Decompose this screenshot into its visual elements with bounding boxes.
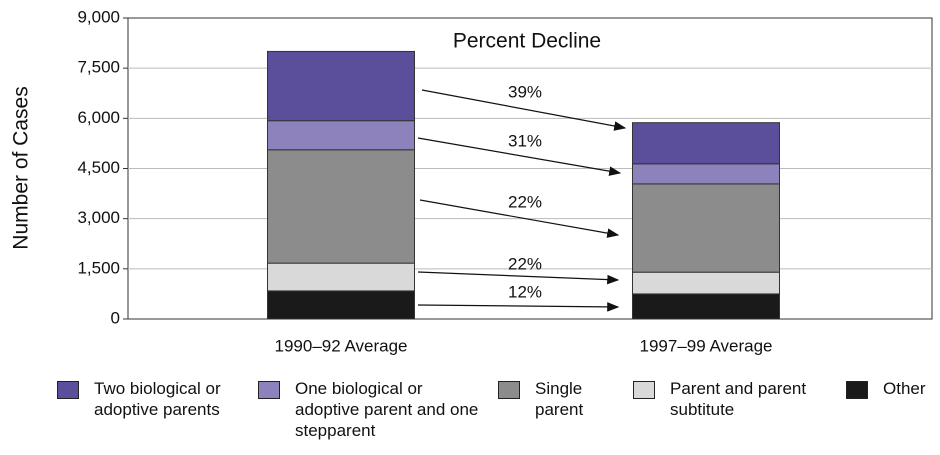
arrow bbox=[417, 271, 620, 285]
arrow bbox=[421, 89, 627, 131]
annotation: 22% bbox=[508, 254, 542, 273]
y-tick-label: 7,500 bbox=[77, 58, 120, 77]
x-tick-label: 1997–99 Average bbox=[640, 336, 773, 355]
legend-item: Two biological or adoptive parents bbox=[57, 378, 239, 420]
legend: Two biological or adoptive parents One bi… bbox=[0, 378, 940, 455]
annotation: 22% bbox=[508, 192, 542, 211]
legend-swatch bbox=[258, 381, 280, 399]
x-tick-label: 1990–92 Average bbox=[275, 336, 408, 355]
annotation: 12% bbox=[508, 282, 542, 301]
y-tick-label: 4,500 bbox=[77, 158, 120, 177]
legend-swatch bbox=[633, 381, 655, 399]
y-tick-label: 3,000 bbox=[77, 208, 120, 227]
legend-item: One biological or adoptive parent and on… bbox=[258, 378, 490, 441]
arrow bbox=[419, 199, 620, 238]
y-tick-label: 0 bbox=[111, 308, 120, 327]
bar-segment bbox=[267, 262, 415, 292]
annotation: 39% bbox=[508, 82, 542, 101]
y-tick-label: 9,000 bbox=[77, 7, 120, 26]
legend-label: Other bbox=[883, 379, 926, 398]
arrow bbox=[417, 302, 620, 312]
bar-segment bbox=[632, 163, 780, 185]
bar-segment bbox=[632, 122, 780, 165]
bar-segment bbox=[267, 290, 415, 320]
legend-label: Parent and parent subtitute bbox=[670, 379, 807, 419]
legend-swatch bbox=[498, 381, 520, 399]
chart-title: Percent Decline bbox=[453, 30, 601, 53]
bar-segment bbox=[267, 50, 415, 122]
arrow bbox=[417, 137, 622, 176]
legend-swatch bbox=[57, 381, 79, 399]
y-axis-label: Number of Cases bbox=[10, 86, 33, 249]
y-tick-label: 6,000 bbox=[77, 108, 120, 127]
legend-label: One biological or adoptive parent and on… bbox=[295, 379, 479, 440]
y-tick-label: 1,500 bbox=[77, 258, 120, 277]
legend-item: Parent and parent subtitute bbox=[633, 378, 830, 420]
legend-item: Single parent bbox=[498, 378, 610, 420]
bar-segment bbox=[632, 183, 780, 273]
legend-swatch bbox=[846, 381, 868, 399]
bar-segment bbox=[632, 293, 780, 320]
bar-segment bbox=[267, 149, 415, 264]
legend-label: Two biological or adoptive parents bbox=[94, 379, 221, 419]
legend-label: Single parent bbox=[535, 379, 584, 419]
bar-segment bbox=[267, 120, 415, 151]
chart: Percent Decline Number of Cases 0 1,500 3,… bbox=[10, 7, 933, 355]
legend-item: Other bbox=[846, 378, 940, 399]
bar-segment bbox=[632, 271, 780, 295]
annotation: 31% bbox=[508, 131, 542, 150]
